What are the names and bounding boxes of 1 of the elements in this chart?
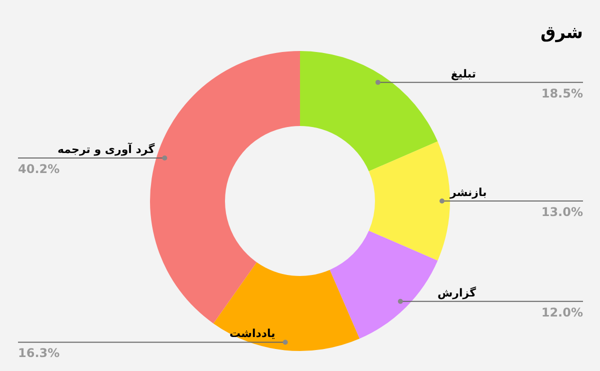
title: شرق — [540, 23, 583, 43]
